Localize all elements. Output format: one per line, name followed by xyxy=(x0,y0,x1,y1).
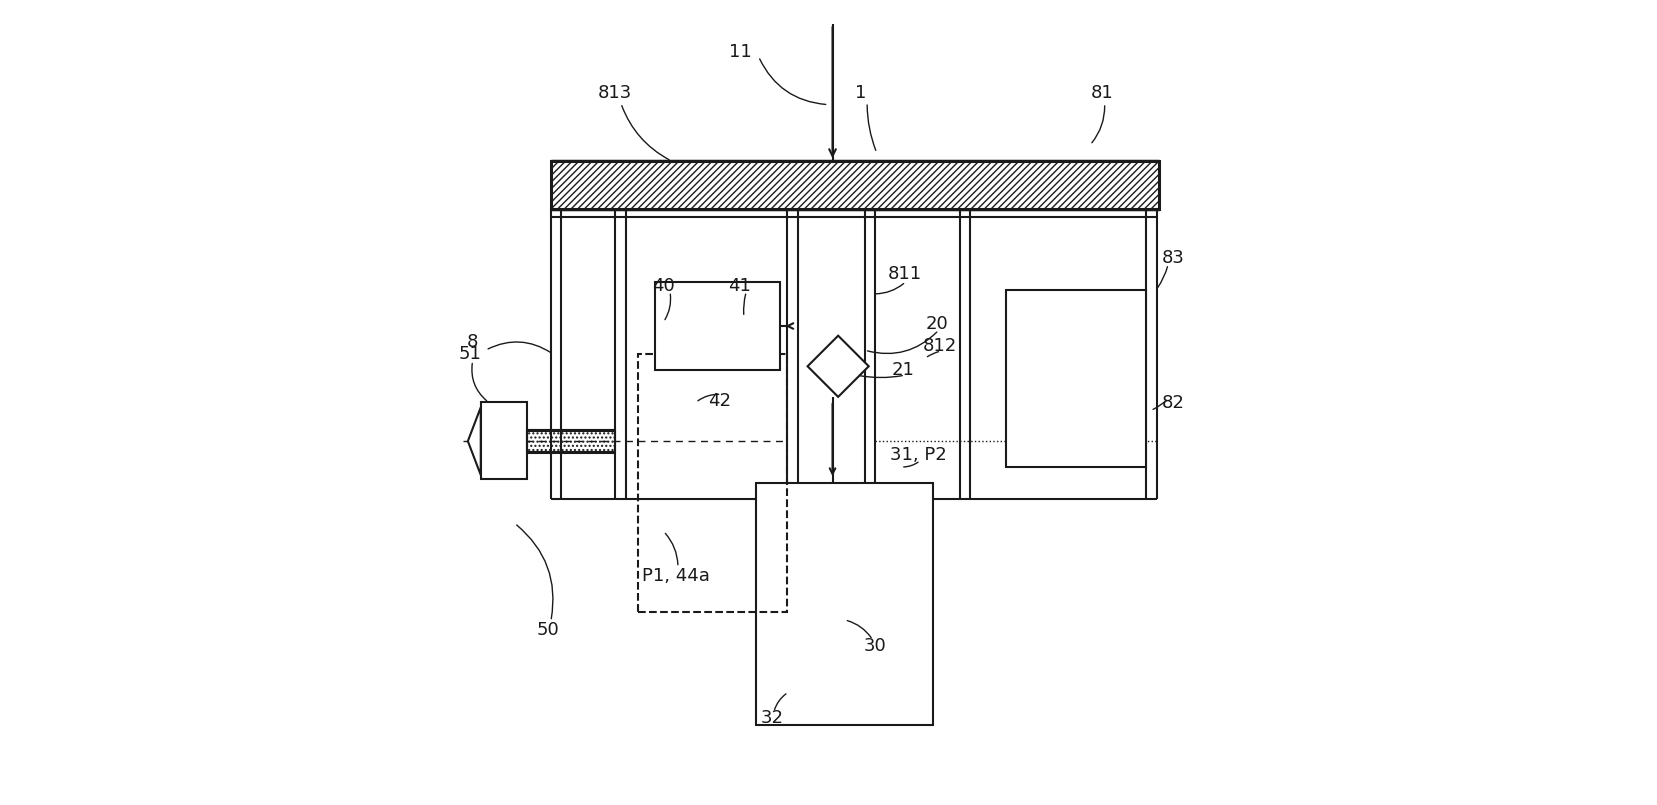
Text: 21: 21 xyxy=(891,361,915,379)
Text: 50: 50 xyxy=(537,621,560,638)
Bar xyxy=(550,161,1158,209)
Text: 30: 30 xyxy=(863,637,886,654)
Text: 8: 8 xyxy=(467,333,479,351)
Text: 40: 40 xyxy=(653,277,674,295)
Text: 811: 811 xyxy=(888,265,921,283)
Bar xyxy=(1006,290,1147,467)
Text: 42: 42 xyxy=(708,392,731,410)
Text: 813: 813 xyxy=(598,84,633,101)
Text: 81: 81 xyxy=(1090,84,1114,101)
Text: 812: 812 xyxy=(923,337,956,355)
Text: 83: 83 xyxy=(1162,249,1185,266)
Text: 41: 41 xyxy=(729,277,751,295)
Text: 11: 11 xyxy=(729,43,751,61)
Text: 51: 51 xyxy=(459,345,482,363)
Polygon shape xyxy=(807,336,868,397)
Polygon shape xyxy=(467,407,481,475)
Bar xyxy=(481,402,527,479)
Bar xyxy=(656,282,780,370)
Text: 31, P2: 31, P2 xyxy=(890,446,948,464)
Bar xyxy=(756,483,933,724)
Text: 1: 1 xyxy=(855,84,867,101)
Text: P1, 44a: P1, 44a xyxy=(641,567,709,584)
Text: 20: 20 xyxy=(926,316,948,333)
Text: 82: 82 xyxy=(1162,394,1185,411)
Bar xyxy=(527,430,615,452)
Bar xyxy=(638,354,787,612)
Text: 32: 32 xyxy=(761,709,784,727)
